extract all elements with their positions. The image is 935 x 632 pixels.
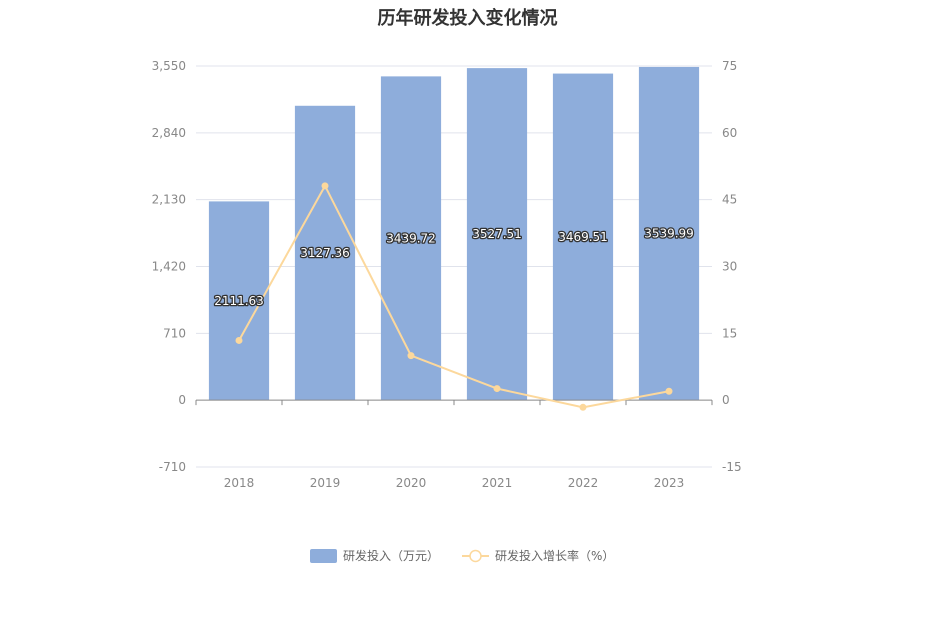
y-left-tick-label: 2,130 <box>152 193 186 207</box>
bar-data-label: 3439.72 <box>386 231 436 245</box>
growth-rate-point <box>665 387 673 395</box>
x-tick-label: 2019 <box>310 476 341 490</box>
bar <box>638 66 700 401</box>
y-left-tick-label: 0 <box>178 393 186 407</box>
bar <box>380 76 442 401</box>
bar-data-label: 2111.63 <box>214 294 264 308</box>
bar-data-label: 3127.36 <box>300 246 350 260</box>
growth-rate-point <box>407 352 415 360</box>
y-left-tick-label: 3,550 <box>152 59 186 73</box>
y-right-tick-label: 75 <box>722 59 737 73</box>
x-tick-label: 2020 <box>396 476 427 490</box>
x-tick-label: 2021 <box>482 476 513 490</box>
legend-swatch-marker <box>469 549 482 563</box>
y-left-tick-label: -710 <box>159 460 186 474</box>
growth-rate-point <box>579 403 587 411</box>
x-tick-label: 2023 <box>654 476 685 490</box>
bar <box>466 68 528 401</box>
legend-swatch-bar <box>310 549 337 563</box>
bar-data-label: 3469.51 <box>558 230 608 244</box>
legend-label-bar: 研发投入（万元） <box>343 548 439 563</box>
bar-data-label: 3527.51 <box>472 227 522 241</box>
y-left-tick-label: 710 <box>163 326 186 340</box>
y-right-tick-label: 60 <box>722 126 737 140</box>
growth-rate-point <box>321 182 329 190</box>
y-right-tick-label: 15 <box>722 326 737 340</box>
y-right-tick-label: 0 <box>722 393 730 407</box>
growth-rate-point <box>493 385 501 393</box>
chart-title: 历年研发投入变化情况 <box>377 8 558 29</box>
bar <box>552 73 614 401</box>
bar <box>208 201 270 401</box>
legend-label-line: 研发投入增长率（%） <box>495 548 614 563</box>
y-right-tick-label: 45 <box>722 193 737 207</box>
y-left-tick-label: 1,420 <box>152 260 186 274</box>
x-tick-label: 2018 <box>224 476 255 490</box>
y-right-tick-label: 30 <box>722 260 737 274</box>
bar-data-label: 3539.99 <box>644 227 694 241</box>
y-left-tick-label: 2,840 <box>152 126 186 140</box>
x-tick-label: 2022 <box>568 476 599 490</box>
bar <box>294 105 356 401</box>
growth-rate-point <box>235 336 243 344</box>
y-right-tick-label: -15 <box>722 460 742 474</box>
growth-rate-line <box>238 183 670 409</box>
